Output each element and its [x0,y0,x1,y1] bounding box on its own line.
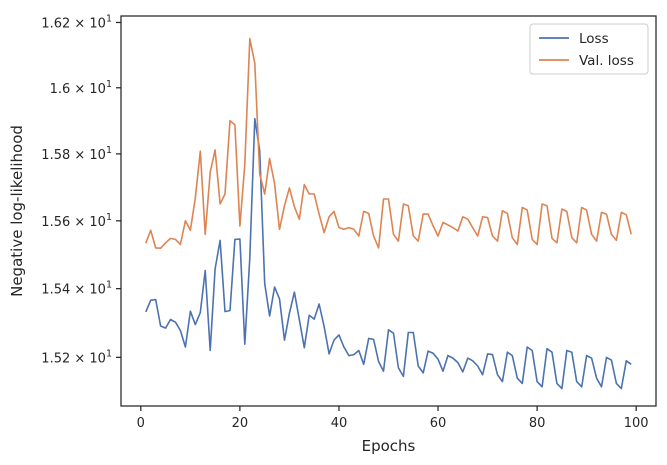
y-tick-label: 1.62 × 101 [41,13,112,31]
legend-box [529,23,649,75]
y-tick-label: 1.52 × 101 [41,348,112,366]
y-tick-mantissa: 1.56 × 10 [41,215,106,230]
y-tick-mantissa: 1.54 × 10 [41,283,106,298]
y-tick-exponent: 1 [106,280,112,291]
y-tick-mantissa: 1.58 × 10 [41,148,106,163]
x-axis-label: Epochs [362,437,416,455]
x-tick-label: 60 [430,416,447,431]
x-axis-ticks: 0 20 40 60 80 100 [137,406,649,431]
x-tick-label: 40 [331,416,348,431]
legend-entry: Loss [579,31,609,47]
legend-entry: Val. loss [579,53,634,69]
series-line-loss [145,117,632,390]
y-tick-label: 1.54 × 101 [41,280,112,298]
y-tick-exponent: 1 [106,79,112,90]
x-tick-label: 100 [624,416,649,431]
y-tick-label: 1.58 × 101 [41,145,112,163]
y-axis-label: Negative log-likelihood [8,125,26,297]
y-tick-exponent: 1 [106,13,112,24]
y-tick-exponent: 1 [106,348,112,359]
series-line-val-loss [145,37,632,249]
series-lines [145,37,632,390]
y-tick-label: 1.6 × 101 [50,79,112,97]
plot-area-frame [120,15,657,407]
x-tick-label: 80 [529,416,546,431]
y-tick-mantissa: 1.6 × 10 [50,82,106,97]
y-tick-exponent: 1 [106,212,112,223]
x-tick-label: 20 [232,416,249,431]
y-tick-label: 1.56 × 101 [41,212,112,230]
y-tick-mantissa: 1.62 × 10 [41,16,106,31]
legend: Loss Val. loss [529,23,649,75]
y-tick-mantissa: 1.52 × 10 [41,351,106,366]
x-tick-label: 0 [137,416,145,431]
y-tick-exponent: 1 [106,145,112,156]
